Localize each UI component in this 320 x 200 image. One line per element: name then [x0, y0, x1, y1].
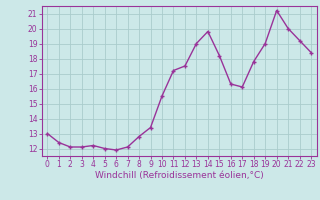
- X-axis label: Windchill (Refroidissement éolien,°C): Windchill (Refroidissement éolien,°C): [95, 171, 264, 180]
